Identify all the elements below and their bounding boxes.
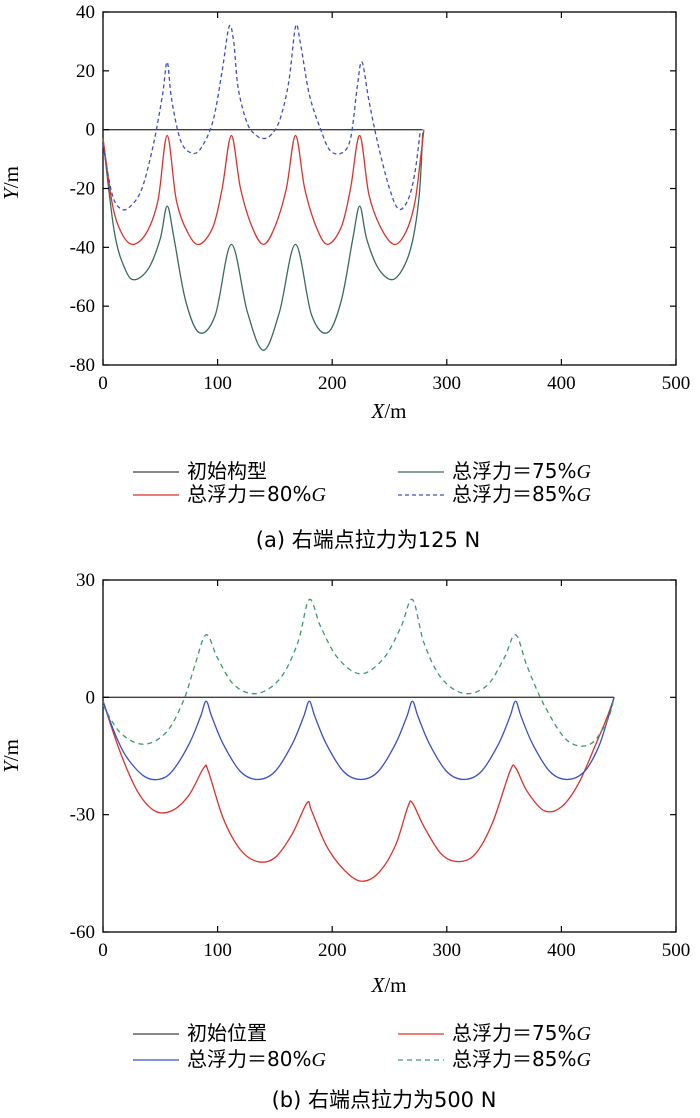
chart-a-y-axis-label: Y/m: [0, 166, 23, 200]
x-tick-label: 100: [203, 940, 232, 961]
x-tick-label: 0: [98, 940, 108, 961]
y-tick-label: 0: [86, 120, 96, 141]
chart-b-legend: 初始位置 总浮力＝75%G 总浮力＝80%G 总浮力＝85%G: [133, 1021, 591, 1071]
x-tick-label: 500: [662, 373, 691, 394]
legend-label-3: 总浮力＝80%G: [187, 1047, 326, 1071]
chart-a: -80 -60 -40 -20 0 20 40 0 100 200 300 400 500 Y/m X…: [0, 2, 690, 552]
chart-b-series-layer: [102, 598, 615, 882]
y-tick-label: -60: [70, 296, 95, 317]
chart-a-x-axis-label: X/m: [371, 399, 407, 423]
y-tick-label: 0: [86, 687, 96, 708]
x-tick-label: 100: [203, 373, 232, 394]
y-tick-label: -30: [70, 805, 95, 826]
legend-label-4: 总浮力＝85%G: [452, 1047, 591, 1071]
x-tick-label: 300: [433, 940, 462, 961]
series-line-4: [102, 23, 422, 211]
chart-a-caption: (a) 右端点拉力为125 N: [256, 528, 480, 552]
legend-label-1: 初始构型: [187, 459, 267, 483]
y-tick-label: 20: [76, 61, 95, 82]
y-tick-label: 30: [76, 570, 95, 591]
y-tick-label: -60: [70, 922, 95, 943]
series-line-2: [102, 697, 615, 882]
series-line-4: [102, 598, 615, 747]
legend-label-1: 初始位置: [187, 1021, 267, 1045]
series-line-2: [102, 132, 424, 351]
plot-border: [102, 579, 677, 933]
legend-label-3: 总浮力＝80%G: [187, 482, 326, 506]
y-tick-label: -40: [70, 237, 95, 258]
chart-a-x-ticks: 0 100 200 300 400 500: [98, 12, 690, 394]
chart-b-caption: (b) 右端点拉力为500 N: [272, 1088, 497, 1112]
legend-label-2: 总浮力＝75%G: [452, 1021, 591, 1045]
series-line-3: [102, 697, 615, 781]
legend-label-2: 总浮力＝75%G: [452, 459, 591, 483]
chart-b-x-ticks: 0 100 200 300 400 500: [98, 580, 690, 961]
x-tick-label: 300: [433, 373, 462, 394]
chart-b-y-axis-label: Y/m: [0, 739, 23, 773]
x-tick-label: 500: [662, 940, 691, 961]
chart-a-legend: 初始构型 总浮力＝75%G 总浮力＝80%G 总浮力＝85%G: [133, 459, 591, 506]
x-tick-label: 400: [547, 373, 576, 394]
x-tick-label: 400: [547, 940, 576, 961]
x-tick-label: 200: [318, 373, 347, 394]
chart-a-series-layer: [102, 23, 425, 351]
y-tick-label: -80: [70, 355, 95, 376]
series-line-3: [102, 129, 425, 246]
chart-b-x-axis-label: X/m: [371, 973, 407, 997]
chart-a-y-ticks: -80 -60 -40 -20 0 20 40: [70, 2, 676, 376]
y-tick-label: 40: [76, 2, 95, 23]
chart-b-y-ticks: -60 -30 0 30: [70, 570, 676, 943]
chart-b: -60-30030 0 100 200 300 400 500 Y/m X/m 初始位置总…: [0, 570, 690, 1112]
legend-label-4: 总浮力＝85%G: [452, 482, 591, 506]
chart-b-plot-frame: [102, 579, 677, 933]
x-tick-label: 200: [318, 940, 347, 961]
x-tick-label: 0: [98, 373, 108, 394]
y-tick-label: -20: [70, 179, 95, 200]
